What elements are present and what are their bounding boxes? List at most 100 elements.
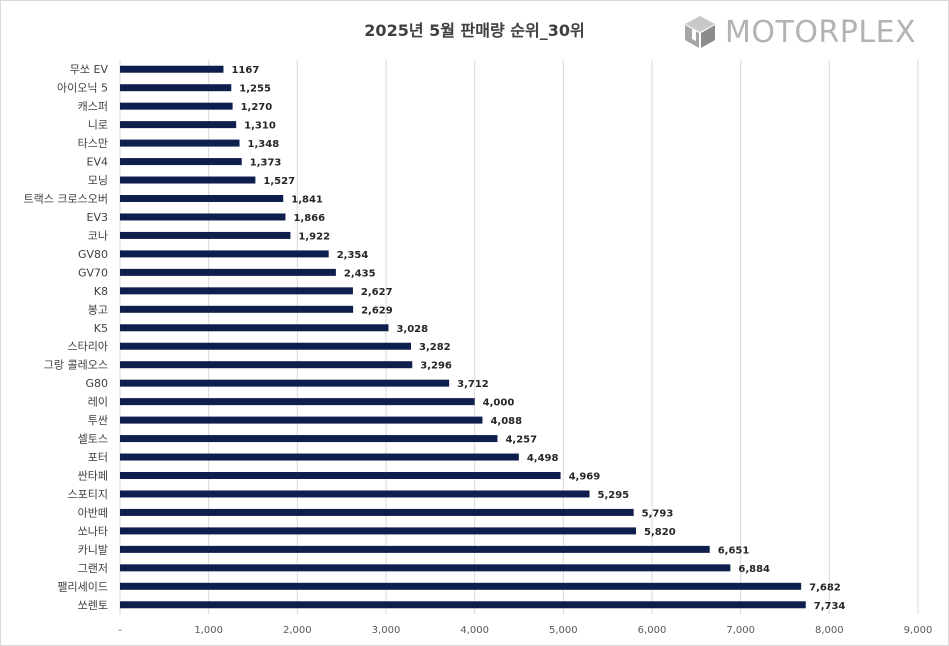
bar	[120, 582, 802, 590]
category-label: 팰리세이드	[57, 580, 108, 593]
data-label: 1,255	[239, 84, 271, 95]
x-tick-label: 6,000	[638, 625, 667, 636]
category-label: 모닝	[88, 174, 108, 187]
bar	[120, 250, 329, 258]
data-label: 5,793	[642, 508, 674, 519]
category-label: 무쏘 EV	[70, 63, 109, 76]
category-label: GV80	[78, 248, 108, 261]
bar	[120, 472, 561, 479]
category-label: 쏘렌토	[78, 599, 108, 612]
category-label: 카니발	[78, 543, 108, 556]
x-tick-label: 1,000	[194, 625, 223, 636]
bar	[120, 195, 284, 202]
data-label: 4,088	[490, 416, 522, 427]
category-label: K5	[94, 322, 108, 335]
category-label: 아반떼	[78, 506, 108, 519]
bar	[120, 158, 242, 166]
category-label: 그랑 콜레오스	[44, 359, 108, 372]
category-label: 포터	[88, 451, 108, 464]
data-label: 6,651	[718, 545, 750, 556]
x-tick-label: 8,000	[815, 625, 844, 636]
data-label: 2,629	[361, 305, 393, 316]
data-label: 5,820	[644, 527, 676, 538]
category-label: EV4	[87, 156, 108, 169]
motorplex-cube-logo-icon	[685, 16, 715, 48]
bar	[120, 490, 590, 498]
category-label: 싼타페	[78, 470, 108, 483]
x-tick-label: 9,000	[904, 625, 933, 636]
data-label: 1,841	[291, 195, 323, 206]
category-label: 투싼	[88, 414, 108, 427]
x-tick-label: 5,000	[549, 625, 578, 636]
bar	[120, 361, 413, 369]
value-axis: - 1,000 2,000 3,000 4,000 5,000 6,000 7,000 8,00…	[118, 625, 932, 636]
data-label: 3,296	[420, 361, 452, 372]
bar	[120, 324, 389, 332]
category-label: 타스만	[78, 137, 108, 150]
data-label: 4,969	[569, 472, 601, 483]
chart-title: 2025년 5월 판매량 순위_30위	[364, 21, 585, 40]
category-label: 트랙스 크로스오버	[24, 193, 108, 206]
bar	[120, 564, 731, 572]
data-label: 2,354	[337, 250, 369, 261]
bar	[120, 268, 336, 276]
x-tick-label: -	[118, 625, 122, 636]
category-label: 셀토스	[78, 433, 108, 446]
category-label: GV70	[78, 266, 108, 279]
x-tick-label: 7,000	[726, 625, 755, 636]
data-label: 1,270	[241, 102, 273, 113]
category-label: 캐스퍼	[78, 100, 108, 113]
data-label: 3,028	[396, 324, 428, 335]
category-label: 니로	[88, 119, 108, 132]
bar	[120, 305, 354, 313]
brand-logo: MOTORPLEX	[683, 14, 916, 50]
bar	[120, 84, 232, 92]
bar	[120, 121, 237, 129]
chart-gridlines	[119, 60, 919, 614]
data-label: 1,527	[263, 176, 295, 187]
bar	[120, 342, 412, 350]
data-label: 1,373	[250, 158, 282, 169]
bar	[120, 231, 291, 239]
bar	[120, 287, 353, 295]
bar	[120, 545, 710, 553]
bar	[120, 453, 519, 461]
bar	[120, 102, 233, 110]
data-label: 1,310	[244, 121, 276, 132]
category-label: 봉고	[88, 303, 108, 316]
bar	[120, 65, 224, 73]
brand-name: MOTORPLEX	[725, 14, 917, 50]
category-label: EV3	[87, 211, 108, 224]
data-label: 7,734	[814, 601, 846, 612]
category-label: 아이오닉 5	[57, 82, 108, 95]
category-label: K8	[94, 285, 108, 298]
data-label: 2,435	[344, 268, 376, 279]
category-label: G80	[85, 377, 108, 390]
x-tick-label: 4,000	[460, 625, 489, 636]
bar	[120, 139, 240, 147]
bar	[120, 527, 637, 535]
data-labels: 1167 1,255 1,270 1,310 1,348 1,373 1,527 1,841 1…	[231, 65, 845, 612]
data-label: 3,282	[419, 342, 451, 353]
chart-bars	[120, 65, 806, 609]
data-label: 1167	[231, 65, 259, 76]
bar	[120, 435, 498, 443]
x-tick-label: 2,000	[283, 625, 312, 636]
bar	[120, 601, 806, 609]
bar	[120, 508, 634, 516]
category-label: 쏘나타	[78, 525, 108, 538]
data-label: 1,348	[248, 139, 280, 150]
data-label: 2,627	[361, 287, 393, 298]
category-label: 코나	[88, 229, 108, 242]
data-label: 1,866	[293, 213, 325, 224]
bar	[120, 416, 483, 424]
category-label: 레이	[88, 396, 108, 409]
data-label: 3,712	[457, 379, 489, 390]
data-label: 4,257	[505, 435, 537, 446]
data-label: 7,682	[809, 582, 841, 593]
bar	[120, 398, 475, 406]
bar	[120, 379, 450, 387]
data-label: 4,498	[527, 453, 559, 464]
